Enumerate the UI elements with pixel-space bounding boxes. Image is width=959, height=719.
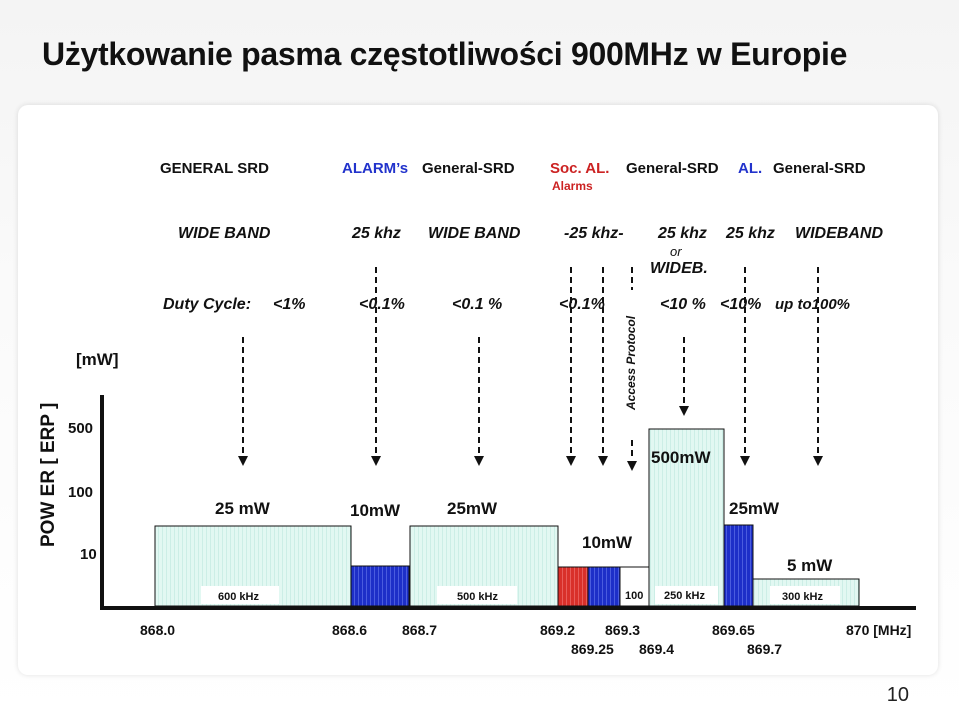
power-label-25mw-1: 25 mW <box>215 499 271 518</box>
bw-wideb: WIDEB. <box>650 260 708 277</box>
arrowhead-8 <box>740 456 750 466</box>
cat-al: AL. <box>738 160 762 177</box>
y-axis-label: POW ER [ ERP ] <box>38 403 59 547</box>
bw-box-2 <box>437 586 517 604</box>
cat-general-srd-2: General-SRD <box>422 160 515 177</box>
arrowhead-6 <box>627 461 637 471</box>
frequency-allocation-diagram: GENERAL SRD ALARM’s General-SRD Soc. AL.… <box>38 160 916 657</box>
duty-1: <1% <box>273 296 305 313</box>
y-tick-500: 500 <box>68 420 93 437</box>
x-tick-868-7: 868.7 <box>402 622 437 638</box>
arrowheads-group <box>238 406 823 471</box>
arrowhead-5 <box>598 456 608 466</box>
y-tick-100: 100 <box>68 484 93 501</box>
band-869-3-869-4 <box>619 566 650 607</box>
bw-wide-band-1: WIDE BAND <box>178 225 271 242</box>
duty-4: <0.1% <box>559 296 605 313</box>
duty-5: <10 % <box>660 296 706 313</box>
y-axis-unit: [mW] <box>76 350 118 369</box>
x-tick-869-25: 869.25 <box>571 641 614 657</box>
bw-25khz-4: 25 khz <box>725 225 775 242</box>
duty-7: up to100% <box>775 296 850 313</box>
access-protocol-label: Access Protocol <box>624 315 638 411</box>
band-869-2-869-25 <box>557 566 589 607</box>
power-label-25mw-2: 25mW <box>447 499 498 518</box>
bw-label-100: 100 <box>625 590 643 602</box>
x-tick-868-0: 868.0 <box>140 622 175 638</box>
cat-general-srd-1: GENERAL SRD <box>160 160 269 177</box>
x-tick-870: 870 [MHz] <box>846 622 911 638</box>
duty-label: Duty Cycle: <box>163 296 251 313</box>
cat-alarms-sub: Alarms <box>552 179 593 193</box>
bw-or: or <box>670 244 682 259</box>
bw-label-500khz: 500 kHz <box>457 591 498 603</box>
arrowhead-7 <box>679 406 689 416</box>
power-label-5mw: 5 mW <box>787 556 833 575</box>
page-number: 10 <box>886 684 909 706</box>
bw-25khz-1: 25 khz <box>351 225 401 242</box>
arrowhead-1 <box>238 456 248 466</box>
y-tick-10: 10 <box>80 546 97 563</box>
x-tick-869-3: 869.3 <box>605 622 640 638</box>
duty-6: <10% <box>720 296 761 313</box>
power-label-500mw: 500mW <box>651 448 711 467</box>
slide-title: Użytkowanie pasma częstotliwości 900MHz … <box>42 36 848 72</box>
x-tick-869-2: 869.2 <box>540 622 575 638</box>
diagram-panel: GENERAL SRD ALARM’s General-SRD Soc. AL.… <box>18 105 938 675</box>
arrowhead-2 <box>371 456 381 466</box>
bw-box-1 <box>201 586 279 604</box>
duty-2: <0.1% <box>359 296 405 313</box>
arrowhead-3 <box>474 456 484 466</box>
band-869-4-869-65 <box>648 428 725 607</box>
x-tick-868-6: 868.6 <box>332 622 367 638</box>
band-869-25-869-3 <box>587 566 621 607</box>
bw-25khz-3: 25 khz <box>657 225 707 242</box>
band-868-6-868-7 <box>350 565 410 607</box>
cat-alarms: ALARM’s <box>342 160 408 177</box>
arrowhead-4 <box>566 456 576 466</box>
bw-label-300khz: 300 kHz <box>782 591 823 603</box>
power-label-10mw-2: 10mW <box>582 533 633 552</box>
cat-general-srd-4: General-SRD <box>773 160 866 177</box>
cat-general-srd-3: General-SRD <box>626 160 719 177</box>
power-label-25mw-3: 25mW <box>729 499 780 518</box>
bw-25khz-2: -25 khz- <box>564 225 624 242</box>
bw-box-3 <box>655 586 718 604</box>
bw-wide-band-2: WIDE BAND <box>428 225 521 242</box>
duty-3: <0.1 % <box>452 296 502 313</box>
arrowhead-9 <box>813 456 823 466</box>
bw-wideband: WIDEBAND <box>795 225 883 242</box>
x-tick-869-65: 869.65 <box>712 622 755 638</box>
arrows-group <box>242 267 819 460</box>
x-tick-869-4: 869.4 <box>639 641 674 657</box>
cat-soc-al: Soc. AL. <box>550 160 609 177</box>
power-label-10mw-1: 10mW <box>350 501 401 520</box>
x-tick-869-7: 869.7 <box>747 641 782 657</box>
bw-label-600khz: 600 kHz <box>218 591 259 603</box>
bw-box-4 <box>770 586 840 604</box>
band-869-65-869-7 <box>723 524 754 607</box>
bw-label-250khz: 250 kHz <box>664 590 705 602</box>
